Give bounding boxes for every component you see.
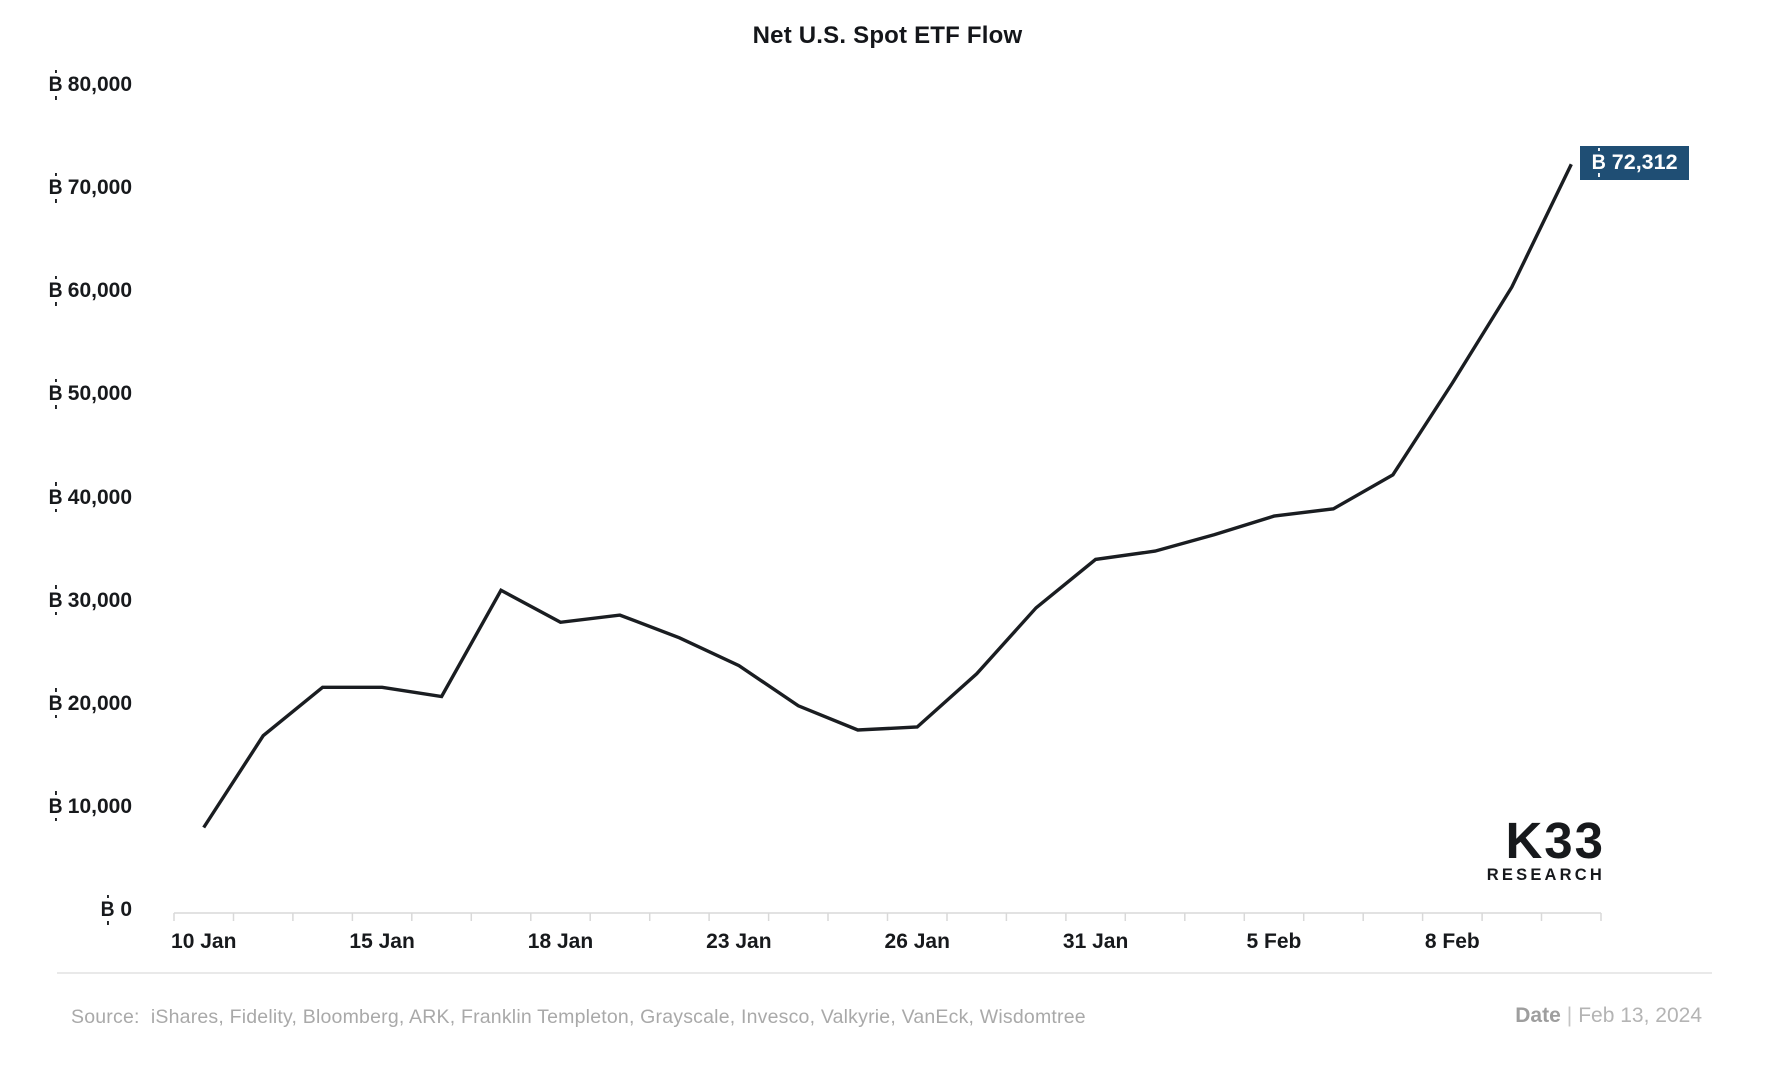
date-label: Date bbox=[1515, 1004, 1561, 1027]
bitcoin-icon: B bbox=[48, 585, 63, 616]
y-axis-tick-label: B 80,000 bbox=[48, 69, 132, 100]
y-axis-tick-label: B 20,000 bbox=[48, 688, 132, 719]
source-providers: iShares, Fidelity, Bloomberg, ARK, Frank… bbox=[150, 1006, 1086, 1028]
bitcoin-icon: B bbox=[48, 482, 63, 512]
x-axis-tick-label: 18 Jan bbox=[527, 930, 594, 953]
etf-flow-line bbox=[202, 163, 1573, 829]
x-axis-tick-label: 10 Jan bbox=[171, 930, 237, 953]
y-axis-tick-label: B 10,000 bbox=[48, 791, 132, 822]
date-text: Date | Feb 13, 2024 bbox=[1515, 1004, 1702, 1028]
logo-research-text: RESEARCH bbox=[1486, 866, 1605, 884]
end-value-text: 72,312 bbox=[1611, 150, 1678, 175]
bitcoin-icon: B bbox=[48, 791, 63, 822]
bitcoin-icon: B bbox=[100, 894, 115, 925]
logo-k33-text: K33 bbox=[1505, 812, 1605, 869]
y-axis-tick-label: B 30,000 bbox=[48, 585, 132, 616]
y-axis-tick-label: B 60,000 bbox=[48, 275, 132, 306]
k33-research-logo: K33 RESEARCH bbox=[1460, 812, 1605, 885]
end-value-badge: B 72,312 bbox=[1580, 146, 1689, 181]
x-axis-tick-label: 5 Feb bbox=[1246, 930, 1302, 953]
y-axis-tick-label: B 70,000 bbox=[48, 172, 132, 203]
chart-title: Net U.S. Spot ETF Flow bbox=[752, 22, 1023, 49]
bitcoin-icon: B bbox=[48, 172, 63, 203]
bitcoin-icon: B bbox=[48, 688, 63, 719]
x-axis-tick-label: 15 Jan bbox=[349, 930, 415, 953]
y-axis-tick-label: B 50,000 bbox=[48, 378, 132, 409]
footer-divider bbox=[57, 972, 1712, 974]
x-axis-tick-label: 8 Feb bbox=[1424, 930, 1480, 953]
bitcoin-icon: B bbox=[48, 275, 63, 306]
x-axis-tick-label: 31 Jan bbox=[1062, 930, 1129, 953]
date-separator: | bbox=[1566, 1004, 1573, 1027]
x-axis-tick-label: 26 Jan bbox=[884, 930, 950, 953]
bitcoin-icon: B bbox=[48, 69, 63, 100]
bitcoin-icon: B bbox=[48, 378, 63, 409]
source-text: Source: iShares, Fidelity, Bloomberg, AR… bbox=[71, 1006, 1086, 1029]
y-axis-tick-label: B 40,000 bbox=[48, 482, 132, 512]
date-value: Feb 13, 2024 bbox=[1578, 1004, 1702, 1027]
source-label: Source: bbox=[71, 1006, 140, 1028]
bitcoin-icon: B bbox=[1591, 147, 1607, 177]
x-axis-tick-label: 23 Jan bbox=[706, 930, 772, 953]
